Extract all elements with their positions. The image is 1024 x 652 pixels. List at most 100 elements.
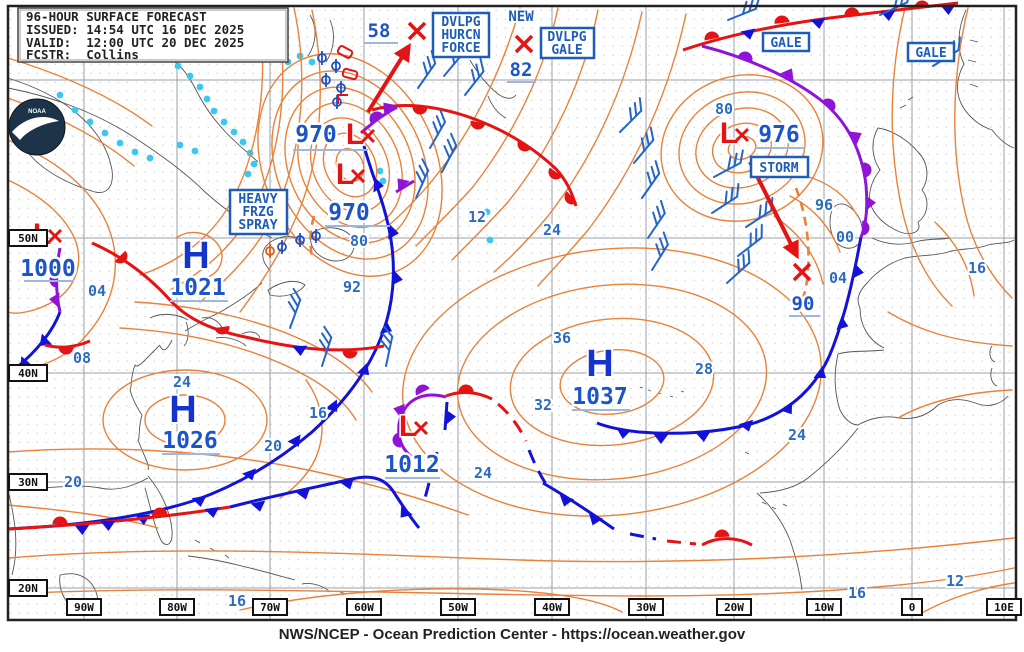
- fronts: [7, 0, 959, 547]
- isobar-label: 24: [543, 221, 561, 239]
- warm-segment-west: [44, 339, 91, 349]
- low-value: 970: [295, 122, 337, 148]
- noaa-gull-icon: [12, 116, 59, 140]
- gale-east-label: GALE: [906, 41, 956, 63]
- header-issued: ISSUED: 14:54 UTC 16 DEC 2025: [26, 22, 244, 37]
- low-symbol: L: [399, 410, 417, 443]
- lon-label: 80W: [167, 601, 187, 614]
- occluded-front-1012: [397, 393, 447, 463]
- lon-label: 90W: [74, 601, 94, 614]
- lat-label-30n: 30N: [18, 476, 38, 489]
- lon-label: 40W: [542, 601, 562, 614]
- forecast-position-x-markers: [407, 21, 812, 282]
- low-value: 970: [328, 200, 370, 226]
- grid-lines: [8, 6, 1016, 620]
- high-symbol: H: [586, 343, 613, 385]
- isobar-label: 16: [968, 259, 986, 277]
- warning-text: GALE: [770, 36, 801, 51]
- warning-text: STORM: [759, 161, 798, 176]
- isobar-label: 24: [788, 426, 806, 444]
- warm-front-970: [371, 103, 578, 207]
- low-symbol: L: [336, 158, 354, 191]
- warning-text: GALE: [915, 46, 946, 61]
- dvlpg-hurcn-force-label: DVLPG HURCN FORCE: [431, 11, 491, 59]
- high-value: 1037: [572, 384, 627, 410]
- isobar-label: 16: [309, 404, 327, 422]
- lon-label: 30W: [636, 601, 656, 614]
- isobar-label: 20: [264, 437, 282, 455]
- header-forecaster: FCSTR: Collins: [26, 47, 139, 62]
- low-symbol: L: [346, 118, 364, 151]
- warning-text: GALE: [551, 43, 582, 58]
- isobar-labels: 04 08 24 20 16 12 24 36 32 28 24 24 20 1…: [62, 98, 988, 612]
- isobars: [7, 7, 1015, 615]
- header-title: 96-HOUR SURFACE FORECAST: [26, 9, 207, 24]
- dvlpg-gale-label: DVLPG GALE: [539, 26, 596, 60]
- header-valid: VALID: 12:00 UTC 20 DEC 2025: [26, 35, 244, 50]
- stationary-front-gulf: [7, 505, 231, 531]
- high-value: 1021: [170, 275, 225, 301]
- lon-label: 10E: [994, 601, 1014, 614]
- isobar-label: 28: [695, 360, 713, 378]
- gale-west-label: GALE: [761, 31, 811, 53]
- isobar-label: 16: [848, 584, 866, 602]
- lon-label: 20W: [724, 601, 744, 614]
- isobar-label: 80: [350, 232, 368, 250]
- warning-text: FRZG: [242, 205, 273, 220]
- footer-credit: NWS/NCEP - Ocean Prediction Center - htt…: [279, 626, 746, 643]
- isobar-label: 12: [468, 208, 486, 226]
- forecast-pressure-90: 90: [792, 293, 815, 315]
- high-symbol: H: [182, 235, 209, 277]
- low-976: L 976: [718, 116, 805, 152]
- isobar-label: 04: [88, 282, 106, 300]
- isobar-label: 08: [73, 349, 91, 367]
- storm-label: STORM: [749, 155, 810, 179]
- high-symbol: H: [169, 389, 196, 431]
- graticule-dot-field: [8, 6, 1016, 620]
- isobar-label: 00: [836, 228, 854, 246]
- lat-label-40n: 40N: [18, 367, 38, 380]
- new-label: NEW: [508, 9, 534, 25]
- isobar-label: 16: [228, 592, 246, 610]
- low-970-north: L 970: [293, 117, 376, 153]
- cold-front-iberia: [596, 236, 863, 435]
- forecast-pressure-82: 82: [510, 59, 533, 81]
- high-1026: H 1026: [160, 387, 220, 457]
- isobar-label: 36: [553, 329, 571, 347]
- noaa-logo-text: NOAA: [28, 109, 46, 115]
- warning-text: HURCN: [441, 28, 480, 43]
- lon-label: 0: [909, 601, 916, 614]
- low-1012: L 1012: [382, 409, 442, 481]
- warning-text: HEAVY: [238, 192, 277, 207]
- header-box: 96-HOUR SURFACE FORECAST ISSUED: 14:54 U…: [17, 7, 289, 63]
- isobar-label: 92: [343, 278, 361, 296]
- forecast-pressure-58: 58: [368, 20, 391, 42]
- low-value: 976: [758, 122, 800, 148]
- warning-labels: DVLPG HURCN FORCE DVLPG GALE GALE GALE S…: [228, 11, 956, 236]
- warm-front-se-piece: [701, 537, 753, 547]
- low-value: 1000: [20, 256, 75, 282]
- frontolysis-segments: [422, 402, 697, 546]
- lon-label: 10W: [814, 601, 834, 614]
- isobar-label: 80: [715, 100, 733, 118]
- forecast-position-labels: 58 82 90 NEW: [364, 7, 820, 318]
- low-970-south: L 970: [325, 157, 390, 229]
- ice-edge-dots: [56, 52, 494, 244]
- latitude-labels: 50N 40N 30N 20N: [8, 229, 48, 597]
- warning-text: DVLPG: [441, 15, 480, 30]
- heavy-frzg-spray-label: HEAVY FRZG SPRAY: [228, 188, 289, 236]
- warning-text: FORCE: [441, 41, 480, 56]
- isobar-label: 96: [815, 196, 833, 214]
- longitude-labels: 90W 80W 70W 60W 50W 40W 30W 20W 10W 0 10…: [66, 598, 1022, 616]
- warm-front-1012: [445, 390, 493, 401]
- trough-lines: [309, 187, 810, 308]
- isobar-label: 24: [474, 464, 492, 482]
- noaa-logo: NOAA: [8, 98, 66, 156]
- pressure-centers: L 1000 L 970 L 970 L 976 L 1012: [18, 116, 805, 481]
- low-symbol: L: [720, 117, 738, 150]
- high-1021: H 1021: [168, 233, 228, 304]
- lon-label: 50W: [448, 601, 468, 614]
- low-value: 1012: [384, 452, 439, 478]
